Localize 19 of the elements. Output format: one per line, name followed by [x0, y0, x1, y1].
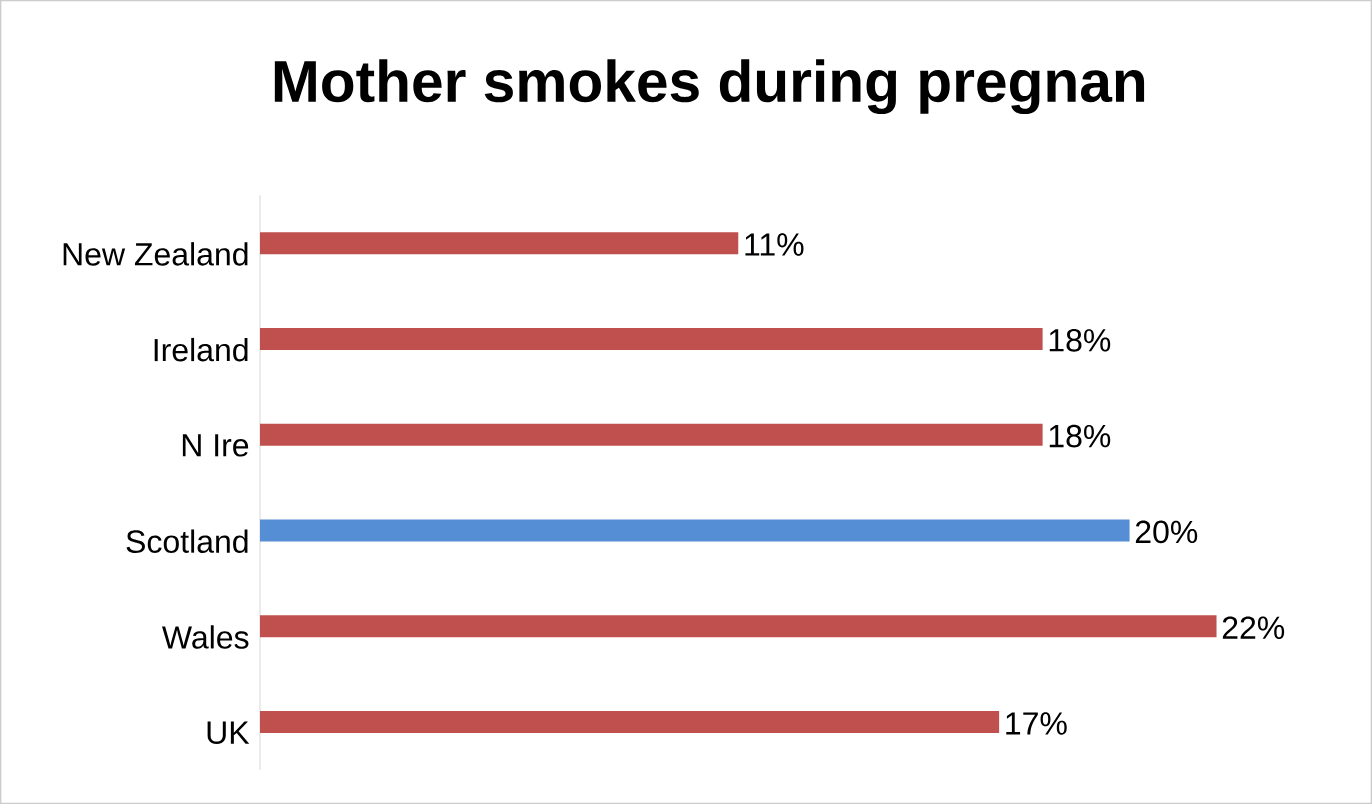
- data-label: 18%: [1049, 329, 1111, 352]
- bar: [260, 232, 739, 255]
- y-tick-label: Scotland: [126, 529, 248, 553]
- bar: [260, 615, 1217, 638]
- y-tick-label: Wales: [162, 625, 249, 649]
- bar: [260, 423, 1043, 446]
- data-label: 20%: [1135, 520, 1198, 544]
- bar: [260, 328, 1043, 351]
- chart-title: Mother smokes during pregnan: [274, 59, 1145, 115]
- data-label: 11%: [745, 233, 804, 256]
- y-tick-label: New Zealand: [63, 242, 248, 266]
- data-label: 18%: [1049, 424, 1111, 448]
- y-tick-label: UK: [207, 721, 250, 744]
- data-label: 22%: [1222, 616, 1285, 639]
- data-label: 17%: [1006, 712, 1067, 735]
- y-tick-label: Ireland: [154, 337, 248, 362]
- bar: [260, 519, 1130, 542]
- bar: [260, 711, 1000, 734]
- y-tick-label: N Ire: [182, 434, 249, 457]
